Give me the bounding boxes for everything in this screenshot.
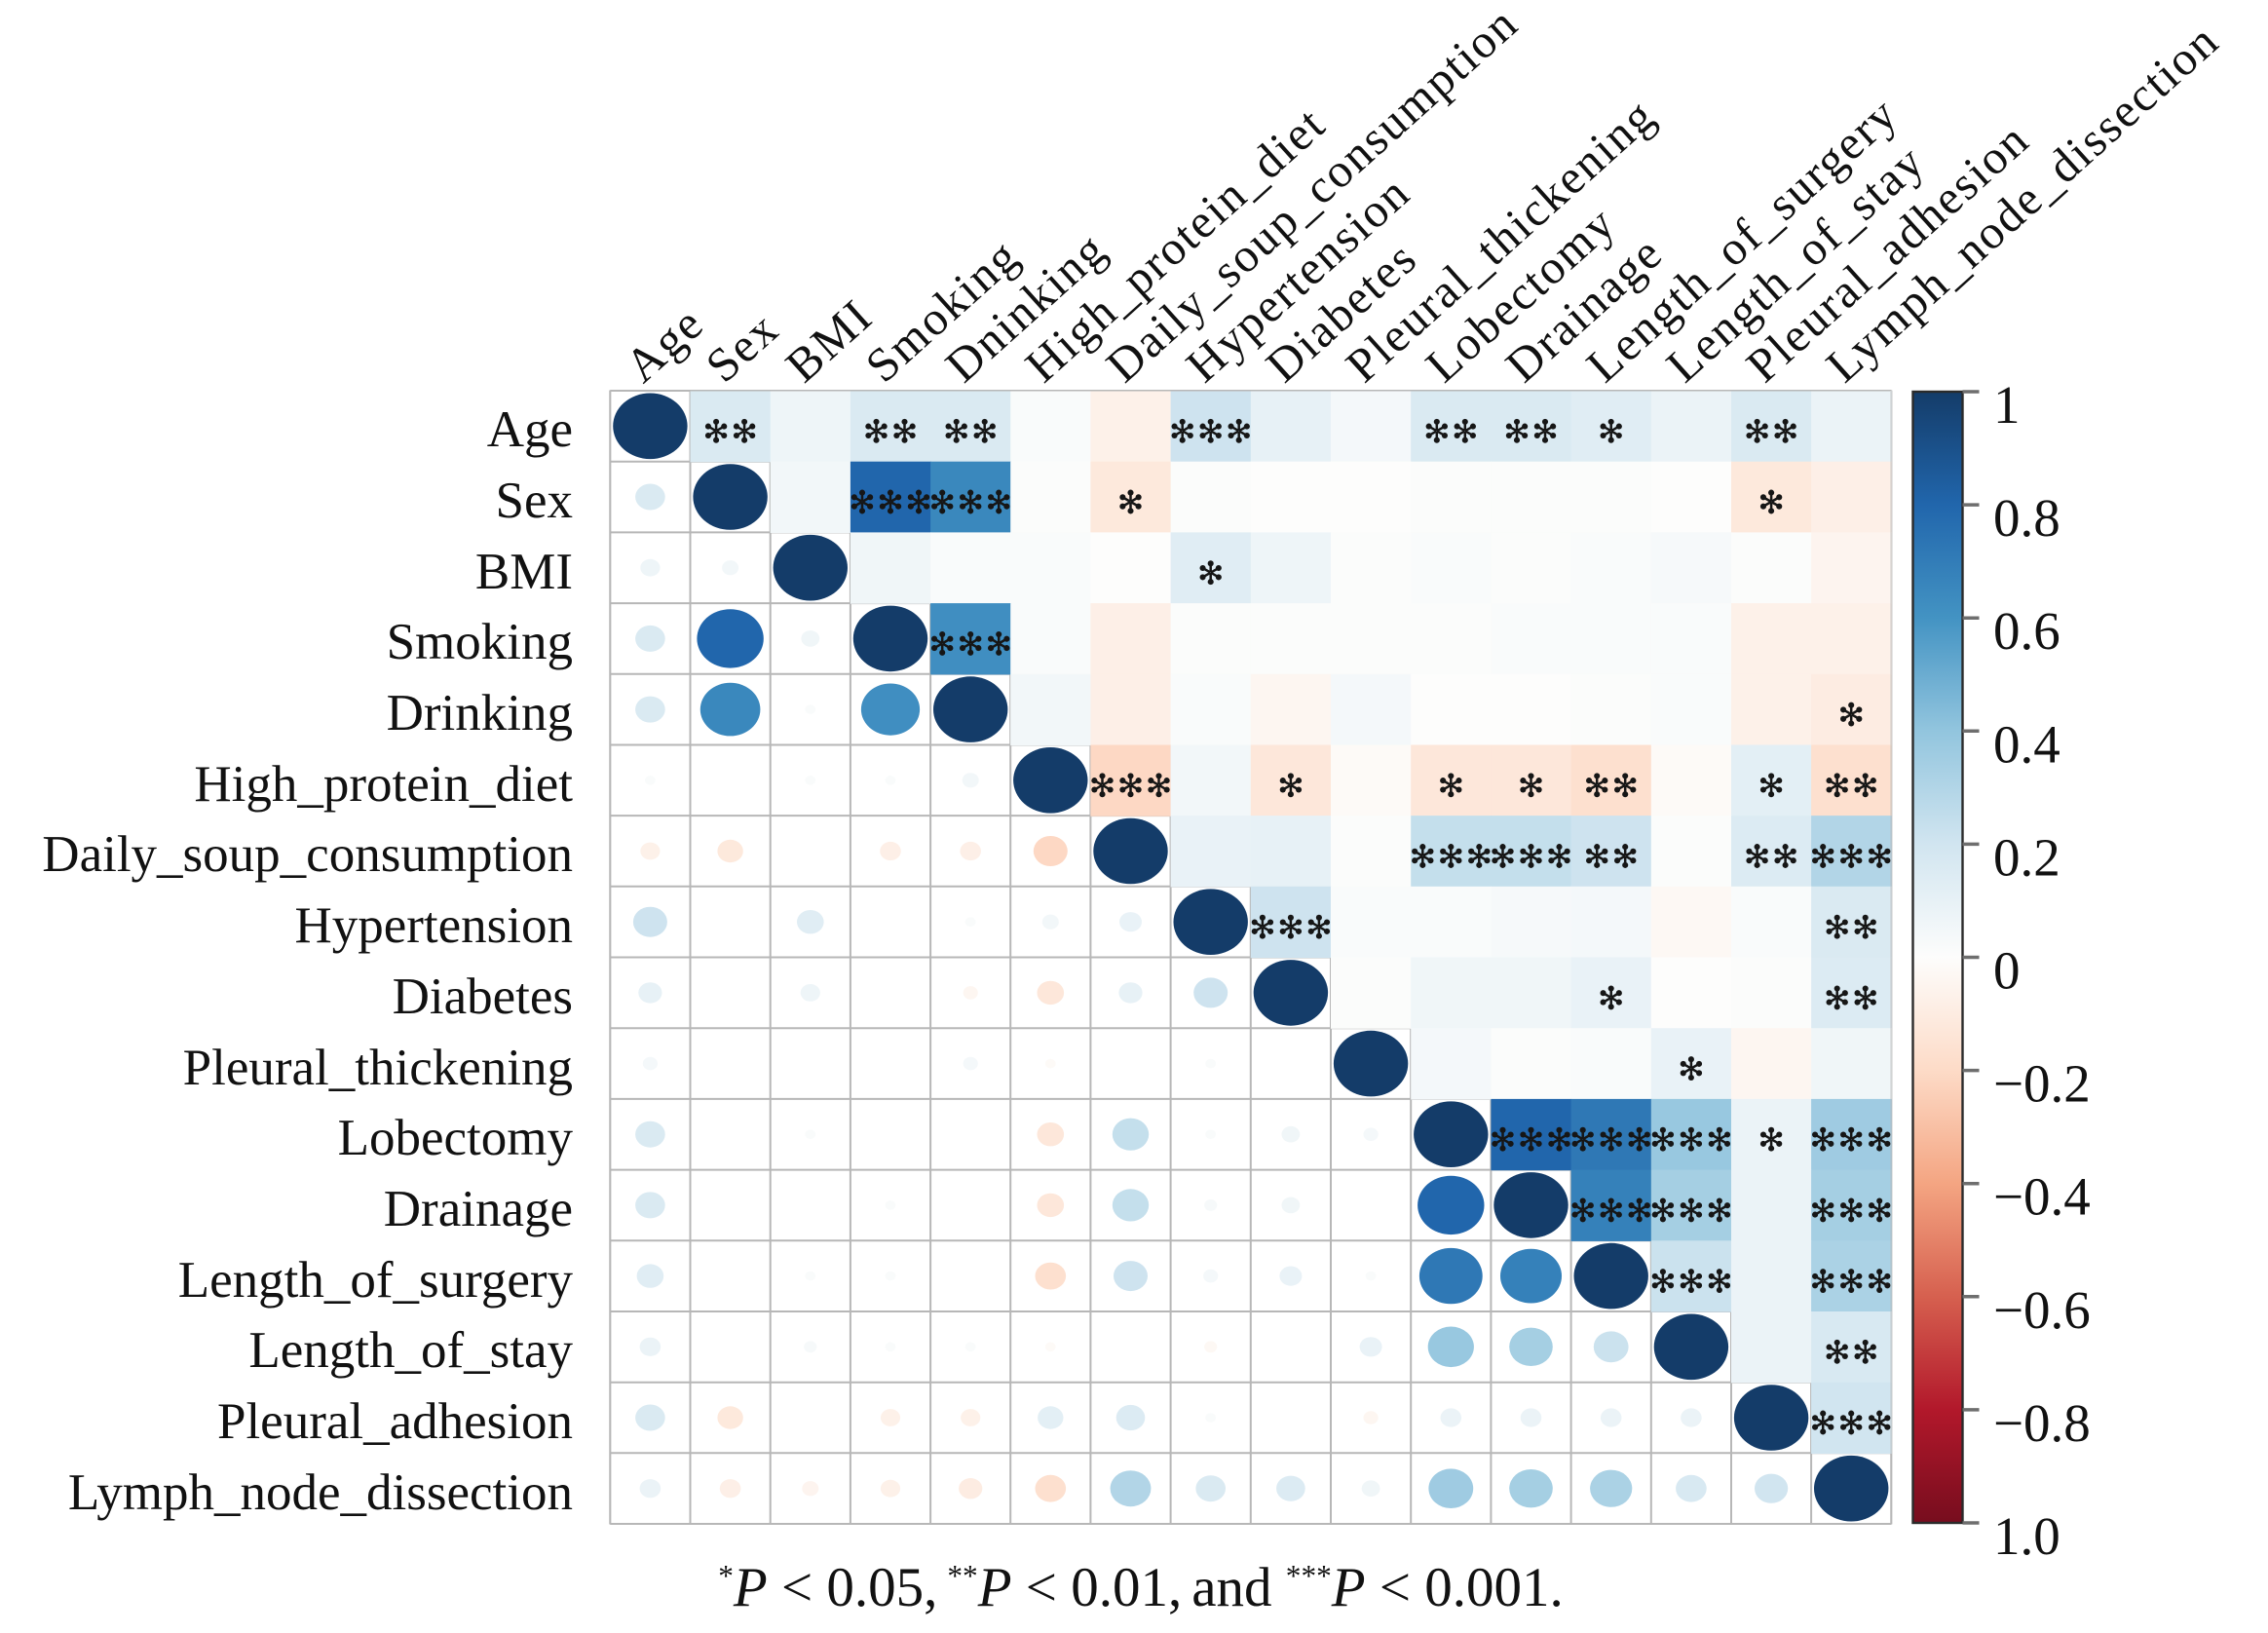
svg-text:0.2: 0.2 xyxy=(1993,827,2060,887)
svg-text:1.0: 1.0 xyxy=(1993,1506,2060,1566)
svg-text:0.6: 0.6 xyxy=(1993,601,2060,661)
svg-text:−0.4: −0.4 xyxy=(1993,1167,2091,1227)
svg-text:−0.2: −0.2 xyxy=(1993,1054,2091,1114)
svg-text:0.8: 0.8 xyxy=(1993,488,2060,548)
svg-text:0: 0 xyxy=(1993,941,2021,1001)
svg-text:−0.8: −0.8 xyxy=(1993,1393,2091,1453)
svg-text:−0.6: −0.6 xyxy=(1993,1280,2091,1340)
svg-text:0.4: 0.4 xyxy=(1993,714,2060,774)
svg-text:1: 1 xyxy=(1993,375,2021,435)
